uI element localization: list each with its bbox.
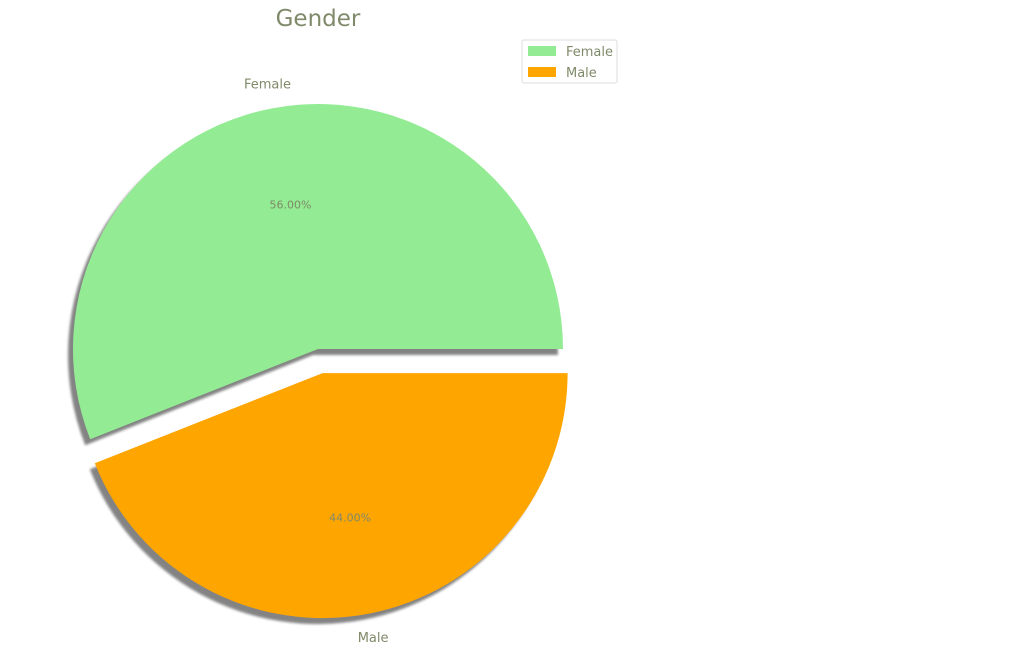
slice-labels: Female 56.00% Male 44.00% — [244, 77, 388, 646]
chart-title: Gender — [276, 6, 361, 32]
slice-label-female: Female — [244, 77, 291, 92]
pie-slices — [72, 103, 568, 619]
pie-slice-male — [94, 373, 568, 619]
slice-percent-male: 44.00% — [329, 511, 371, 524]
slice-label-male: Male — [358, 631, 389, 646]
slice-percent-female: 56.00% — [269, 199, 311, 212]
legend-swatch-male — [528, 67, 556, 77]
legend-label-male: Male — [566, 66, 597, 81]
legend: Female Male — [521, 39, 618, 84]
legend-label-female: Female — [566, 45, 613, 60]
pie-slice-female — [72, 103, 563, 440]
legend-swatch-female — [528, 46, 556, 56]
